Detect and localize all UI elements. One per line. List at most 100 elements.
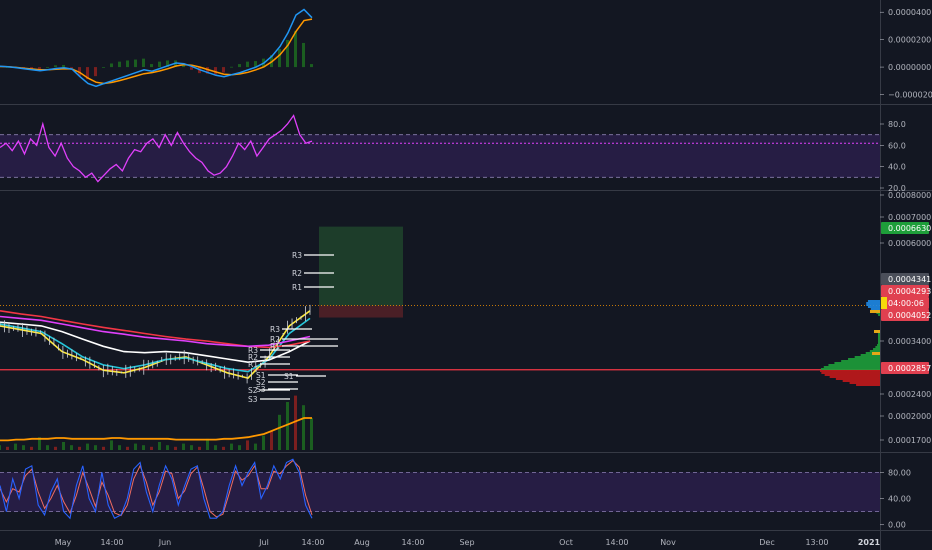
price-tick-label: 0.0001700 [888,436,931,445]
price-tag [881,362,929,374]
macd-histogram-bar [230,66,233,68]
price-tick-label: 0.0007000 [888,213,931,222]
volume-bar [62,442,65,450]
volume-bar [262,435,265,450]
pivot-label: R3 [292,251,302,260]
volume-bar [14,443,17,450]
volume-bar [214,445,217,450]
stochastic-tick-label: 80.00 [888,468,911,477]
pivot-label: S2 [256,378,266,387]
time-axis-label: Nov [660,538,676,547]
volume-bar [198,446,201,450]
volume-profile-bar [878,314,880,316]
stochastic-lines [0,458,313,520]
volume-profile-bar [867,306,880,308]
volume-profile-bar [866,302,880,304]
stochastic-k-line [0,458,313,520]
pivot-label: R2 [270,335,280,344]
volume-bar [166,445,169,450]
volume-profile-bar [848,358,880,360]
volume-profile-bar [860,354,880,356]
volume-profile-bar [878,340,880,342]
macd-histogram-bar [54,65,57,68]
macd-histogram-bar [134,59,137,68]
time-axis-label: 2021 [858,538,881,547]
time-axis-label: Aug [354,538,370,547]
macd-histogram-bar [46,67,49,68]
price-tick-label: 0.0006000 [888,239,931,248]
time-axis-label: Oct [559,538,573,547]
price-tag-label: 0.0006630 [888,224,931,233]
volume-bar [158,442,161,450]
macd-tick-label: 0.0000200 [888,36,931,45]
volume-profile-bar [877,344,880,346]
volume-bar [94,445,97,450]
volume-bar [6,446,9,450]
volume-profile-bar [878,342,880,344]
long-position-tool[interactable] [0,226,880,371]
volume-bar [30,446,33,450]
volume-bar [190,445,193,450]
price-axis: 0.00080000.00070000.00060000.00034000.00… [880,191,931,445]
macd-histogram-bar [158,61,161,68]
volume-bar [310,418,313,450]
volume-bar [46,445,49,450]
rsi-panel[interactable]: 80.0 60.0 40.0 20.0 [0,114,906,194]
volume-profile-bar [872,352,880,355]
macd-histogram-bar [222,67,225,73]
time-axis[interactable]: May 14:00 Jun Jul 14:00 Aug 14:00 Sep Oct 14:00 No… [55,538,881,547]
volume-profile-bar [828,364,880,366]
volume-profile-bar [849,382,880,384]
volume-profile-bar [820,368,880,370]
volume-profile [820,300,880,386]
macd-histogram-bar [238,64,241,68]
stochastic-panel[interactable]: 80.00 40.00 0.00 [0,458,911,530]
time-axis-label: May [55,538,72,547]
ma-line-ema_mid [0,317,311,373]
price-tag-label: 0.0002857 [888,364,931,373]
macd-panel[interactable]: 0.0000400 0.0000200 0.0000000 −0.0000200 [0,8,932,100]
volume-bar [302,405,305,450]
volume-bar [102,446,105,450]
macd-tick-label: 0.0000400 [888,8,931,17]
price-tag [881,222,929,234]
volume-profile-bar [867,300,880,302]
stochastic-axis: 80.00 40.00 0.00 [880,468,911,530]
pivot-label: S2 [248,386,258,395]
volume-bar [22,445,25,450]
volume-profile-bar [820,370,880,372]
volume-bar [174,446,177,450]
price-tags: 0.0006630 0.0004341 0.0004293 04:00:06 0.000… [881,222,931,374]
volume-bar [254,443,257,450]
price-candles [0,304,311,384]
price-tag [881,309,929,321]
pivot-label: S3 [248,395,258,404]
macd-histogram-bar [166,60,169,68]
macd-tick-label: 0.0000000 [888,63,931,72]
volume-bar [54,446,57,450]
price-tick-label: 0.0003400 [888,337,931,346]
pivot-label: R1 [270,342,280,351]
time-axis-label: Dec [759,538,774,547]
time-axis-label: 14:00 [605,538,628,547]
macd-histogram-bar [310,64,313,68]
time-axis-label: 13:00 [805,538,828,547]
macd-histogram-bar [30,67,33,69]
volume-profile-bar [878,338,880,340]
price-tick-label: 0.0002000 [888,412,931,421]
macd-histogram-bar [286,39,289,68]
volume-profile-bar [824,374,880,376]
macd-histogram-bar [94,67,97,77]
time-axis-label: Sep [459,538,474,547]
rsi-band-fill [0,134,880,178]
volume-profile-bar [842,380,880,382]
volume-bar [270,430,273,450]
rsi-tick-label: 20.0 [888,184,906,193]
price-tag-label: 0.0004341 [888,275,931,284]
volume-profile-bar [870,310,880,313]
volume-bar [230,443,233,450]
